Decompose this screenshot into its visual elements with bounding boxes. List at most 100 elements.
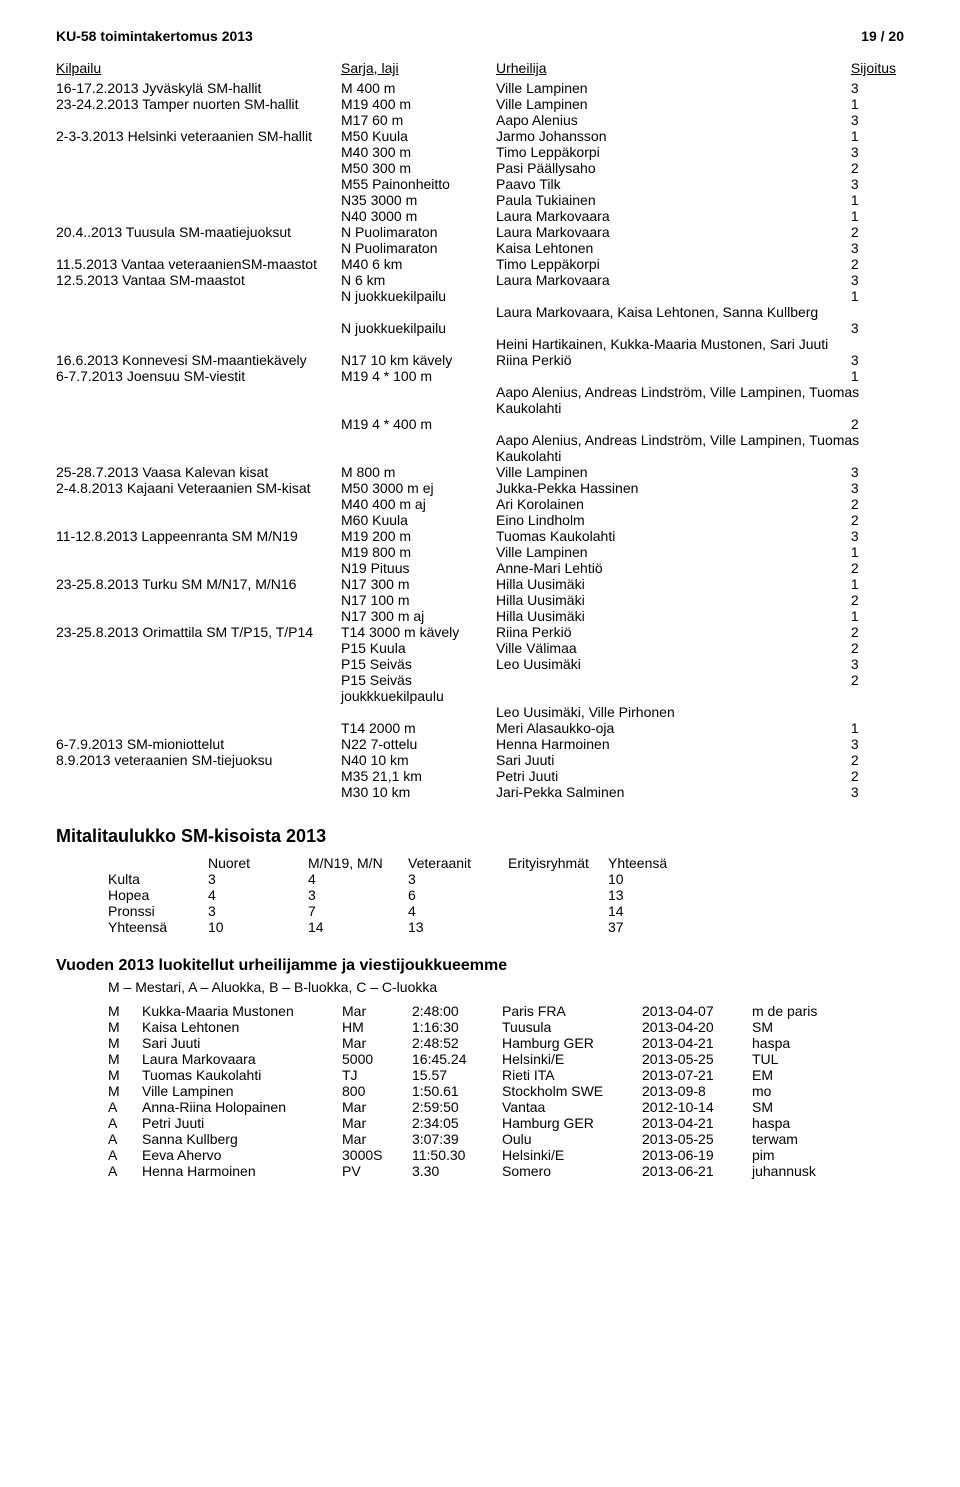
cell-event: M40 6 km (341, 256, 496, 272)
cell-place: 3 (851, 480, 904, 496)
table-row: Laura Markovaara, Kaisa Lehtonen, Sanna … (56, 304, 904, 320)
table-row: N PuolimaratonKaisa Lehtonen3 (56, 240, 904, 256)
ranked-cell: 2013-04-21 (642, 1035, 752, 1051)
cell-event: N 6 km (341, 272, 496, 288)
ranked-cell: 2:34:05 (412, 1115, 502, 1131)
cell-kilpailu (56, 384, 341, 416)
cell-kilpailu (56, 288, 341, 304)
ranked-cell: Mar (342, 1003, 412, 1019)
table-row: ASanna KullbergMar3:07:39Oulu2013-05-25t… (108, 1131, 827, 1147)
col-kilpailu: Kilpailu (56, 60, 341, 80)
medals-col (108, 855, 208, 871)
ranked-cell: 15.57 (412, 1067, 502, 1083)
cell-place: 3 (851, 736, 904, 752)
cell-kilpailu: 11-12.8.2013 Lappeenranta SM M/N19 (56, 528, 341, 544)
ranked-title: Vuoden 2013 luokitellut urheilijamme ja … (56, 957, 904, 975)
cell-event: M17 60 m (341, 112, 496, 128)
cell-kilpailu (56, 512, 341, 528)
results-table: Kilpailu Sarja, laji Urheilija Sijoitus … (56, 60, 904, 800)
cell-event: N35 3000 m (341, 192, 496, 208)
table-row: 12.5.2013 Vantaa SM-maastotN 6 kmLaura M… (56, 272, 904, 288)
medals-col: Yhteensä (608, 855, 708, 871)
medals-cell: 10 (208, 919, 308, 935)
ranked-cell: HM (342, 1019, 412, 1035)
table-row: N17 100 mHilla Uusimäki2 (56, 592, 904, 608)
ranked-cell: 2013-06-21 (642, 1163, 752, 1179)
ranked-cell: M (108, 1051, 142, 1067)
ranked-cell: 2012-10-14 (642, 1099, 752, 1115)
medals-cell: 13 (608, 887, 708, 903)
table-row: M17 60 mAapo Alenius3 (56, 112, 904, 128)
cell-event: M19 200 m (341, 528, 496, 544)
cell-kilpailu: 6-7.7.2013 Joensuu SM-viestit (56, 368, 341, 384)
cell-athlete: Petri Juuti (496, 768, 851, 784)
cell-kilpailu (56, 320, 341, 336)
cell-place: 3 (851, 656, 904, 672)
cell-place: 2 (851, 560, 904, 576)
medals-cell (508, 919, 608, 935)
cell-athlete: Tuomas Kaukolahti (496, 528, 851, 544)
medals-cell: 13 (408, 919, 508, 935)
cell-athletes: Laura Markovaara, Kaisa Lehtonen, Sanna … (496, 304, 904, 320)
cell-place: 3 (851, 528, 904, 544)
cell-kilpailu (56, 496, 341, 512)
ranked-cell: 3:07:39 (412, 1131, 502, 1147)
cell-kilpailu (56, 240, 341, 256)
medals-col: Nuoret (208, 855, 308, 871)
cell-place: 1 (851, 368, 904, 384)
cell-place: 2 (851, 256, 904, 272)
medals-cell: 4 (308, 871, 408, 887)
medals-title: Mitalitaulukko SM-kisoista 2013 (56, 826, 904, 847)
table-row: Kulta34310 (108, 871, 708, 887)
cell-athlete: Laura Markovaara (496, 272, 851, 288)
cell-place: 3 (851, 784, 904, 800)
cell-place: 1 (851, 576, 904, 592)
medals-header-row: NuoretM/N19, M/NVeteraanitErityisryhmätY… (108, 855, 708, 871)
cell-place: 3 (851, 112, 904, 128)
cell-kilpailu: 23-25.8.2013 Orimattila SM T/P15, T/P14 (56, 624, 341, 640)
ranked-cell: Kaisa Lehtonen (142, 1019, 342, 1035)
table-row: MKaisa LehtonenHM1:16:30Tuusula2013-04-2… (108, 1019, 827, 1035)
table-row: M55 PainonheittoPaavo Tilk3 (56, 176, 904, 192)
cell-kilpailu: 11.5.2013 Vantaa veteraanienSM-maastot (56, 256, 341, 272)
medals-cell: Kulta (108, 871, 208, 887)
table-row: N juokkuekilpailu3 (56, 320, 904, 336)
table-row: 6-7.7.2013 Joensuu SM-viestitM19 4 * 100… (56, 368, 904, 384)
cell-kilpailu (56, 592, 341, 608)
table-row: 11-12.8.2013 Lappeenranta SM M/N19M19 20… (56, 528, 904, 544)
cell-athlete: Henna Harmoinen (496, 736, 851, 752)
table-row: AHenna HarmoinenPV3.30Somero2013-06-21ju… (108, 1163, 827, 1179)
col-sijoitus: Sijoitus (851, 60, 904, 80)
cell-place: 3 (851, 176, 904, 192)
ranked-cell: Stockholm SWE (502, 1083, 642, 1099)
cell-athlete: Laura Markovaara (496, 224, 851, 240)
cell-event: M60 Kuula (341, 512, 496, 528)
cell-kilpailu: 23-24.2.2013 Tamper nuorten SM-hallit (56, 96, 341, 112)
medals-cell: 3 (308, 887, 408, 903)
ranked-cell: pim (752, 1147, 827, 1163)
medals-cell: 6 (408, 887, 508, 903)
ranked-cell: Hamburg GER (502, 1035, 642, 1051)
cell-place: 2 (851, 752, 904, 768)
table-row: MKukka-Maaria MustonenMar2:48:00Paris FR… (108, 1003, 827, 1019)
ranked-cell: A (108, 1099, 142, 1115)
page-header: KU-58 toimintakertomus 2013 19 / 20 (56, 28, 904, 44)
medals-col: Veteraanit (408, 855, 508, 871)
cell-place: 3 (851, 320, 904, 336)
ranked-cell: 2013-06-19 (642, 1147, 752, 1163)
cell-kilpailu: 2-4.8.2013 Kajaani Veteraanien SM-kisat (56, 480, 341, 496)
ranked-cell: PV (342, 1163, 412, 1179)
ranked-cell: m de paris (752, 1003, 827, 1019)
cell-athlete: Riina Perkiö (496, 352, 851, 368)
ranked-cell: 3.30 (412, 1163, 502, 1179)
cell-event: M 800 m (341, 464, 496, 480)
cell-place: 2 (851, 512, 904, 528)
ranked-cell: 1:16:30 (412, 1019, 502, 1035)
cell-athlete: Meri Alasaukko-oja (496, 720, 851, 736)
ranked-cell: Oulu (502, 1131, 642, 1147)
ranked-cell: 2013-04-20 (642, 1019, 752, 1035)
cell-place: 3 (851, 464, 904, 480)
ranked-cell: Mar (342, 1035, 412, 1051)
cell-kilpailu (56, 192, 341, 208)
ranked-cell: 1:50.61 (412, 1083, 502, 1099)
